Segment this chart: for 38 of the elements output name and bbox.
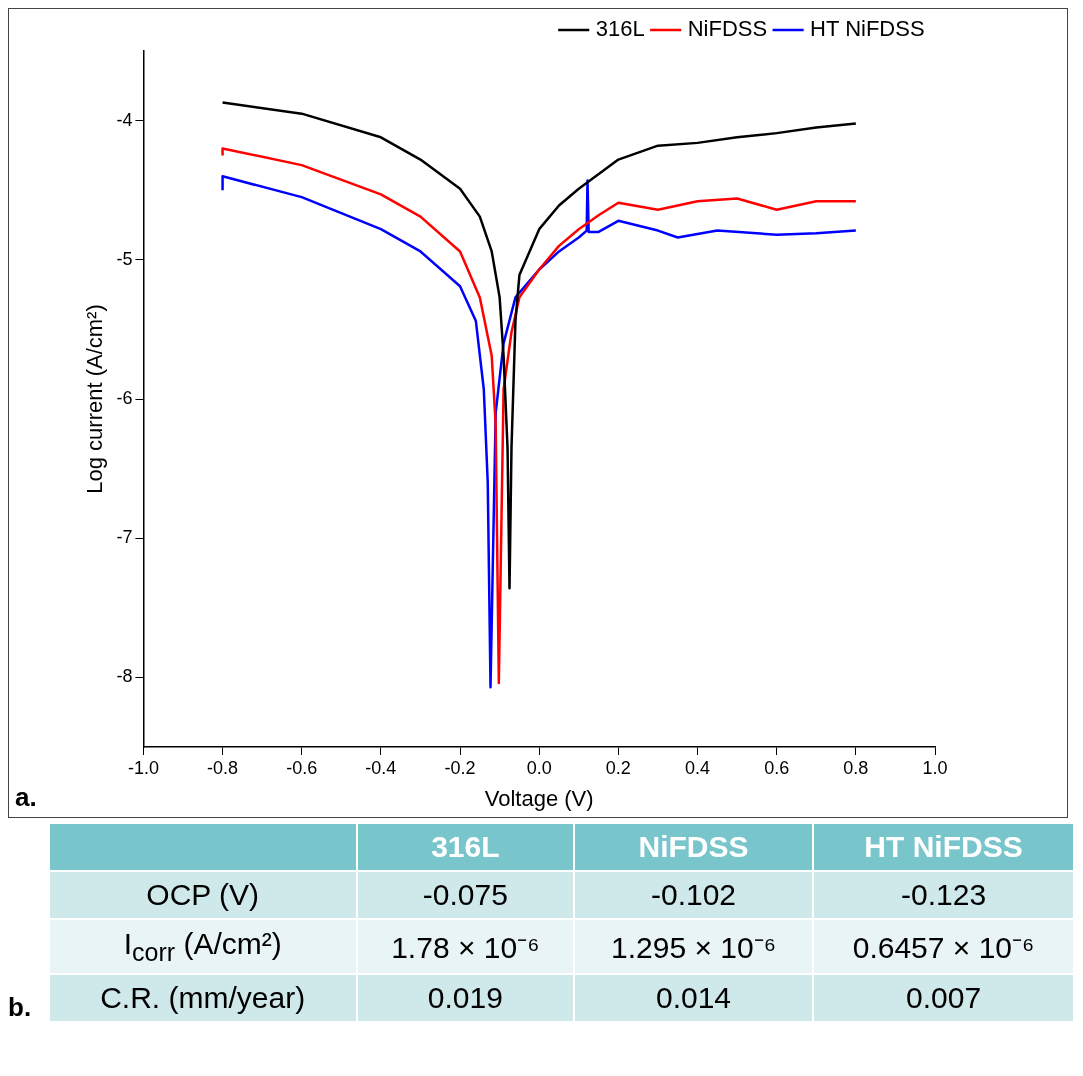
y-axis-title: Log current (A/cm²)	[82, 304, 108, 494]
data-label: 0.014	[573, 974, 814, 1022]
legend-label: HT NiFDSS	[810, 16, 925, 42]
x-tick-label: -1.0	[127, 757, 159, 778]
text: a.	[15, 782, 37, 813]
x-tick-label: 0.2	[605, 757, 631, 778]
data-label: -0.102	[573, 871, 814, 919]
x-tick-label: -0.2	[444, 757, 476, 778]
y-tick-label: -7	[116, 527, 133, 548]
series-label: I$_{corr}$ (A/cm²)	[48, 919, 357, 974]
data-label: 0.007	[813, 974, 1074, 1022]
legend-label: 316L	[595, 16, 645, 42]
x-tick-label: 0.8	[843, 757, 869, 778]
data-label: -0.123	[813, 871, 1074, 919]
x-tick-label: 1.0	[922, 757, 948, 778]
data-label: -0.075	[356, 871, 574, 919]
x-tick-label: 0.0	[526, 757, 552, 778]
y-tick-label: -8	[116, 666, 133, 687]
series-label: C.R. (mm/year)	[48, 974, 357, 1022]
data-label: 0.019	[356, 974, 574, 1022]
x-tick-label: -0.4	[365, 757, 397, 778]
y-tick-label: -4	[116, 109, 133, 130]
data-label: 1.78 × 10⁻⁶	[356, 919, 574, 974]
legend-label: NiFDSS	[687, 16, 768, 42]
data-label: 1.295 × 10⁻⁶	[573, 919, 814, 974]
category-label: 316L	[356, 823, 574, 871]
x-tick-label: -0.6	[286, 757, 318, 778]
text: b.	[8, 992, 33, 1023]
series-label: OCP (V)	[48, 871, 357, 919]
data-label: 0.6457 × 10⁻⁶	[813, 919, 1074, 974]
y-tick-label: -5	[116, 248, 133, 269]
category-label: HT NiFDSS	[813, 823, 1074, 871]
y-tick-label: -6	[116, 387, 133, 408]
category-label: NiFDSS	[573, 823, 814, 871]
x-tick-label: 0.4	[685, 757, 711, 778]
x-tick-label: -0.8	[207, 757, 239, 778]
x-axis-title: Voltage (V)	[484, 785, 594, 811]
x-tick-label: 0.6	[764, 757, 790, 778]
